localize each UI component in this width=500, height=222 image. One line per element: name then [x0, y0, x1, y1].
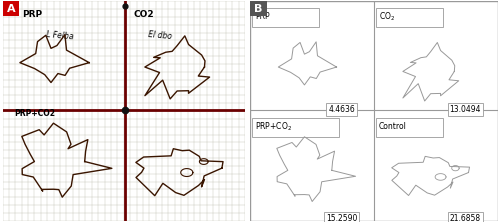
Text: A: A [6, 4, 16, 14]
Text: PRP+CO$_2$: PRP+CO$_2$ [255, 120, 292, 133]
Text: B: B [254, 4, 263, 14]
Bar [250, 1, 268, 16]
Text: PRP: PRP [22, 10, 42, 19]
Text: PRP+CO2: PRP+CO2 [14, 109, 56, 118]
Text: PRP: PRP [255, 12, 270, 21]
Text: 21.6858: 21.6858 [450, 214, 481, 222]
Bar [252, 8, 320, 28]
Text: 4.4636: 4.4636 [328, 105, 355, 114]
Text: CO2: CO2 [134, 10, 154, 19]
Text: El dbo: El dbo [148, 30, 172, 41]
Text: CO$_2$: CO$_2$ [378, 10, 395, 23]
Text: Control: Control [378, 122, 406, 131]
Bar [2, 1, 20, 16]
Bar [252, 118, 339, 137]
Text: L Felba: L Felba [46, 30, 74, 41]
Bar [376, 118, 443, 137]
Text: 13.0494: 13.0494 [450, 105, 481, 114]
Text: 15.2590: 15.2590 [326, 214, 358, 222]
Bar [376, 8, 443, 28]
